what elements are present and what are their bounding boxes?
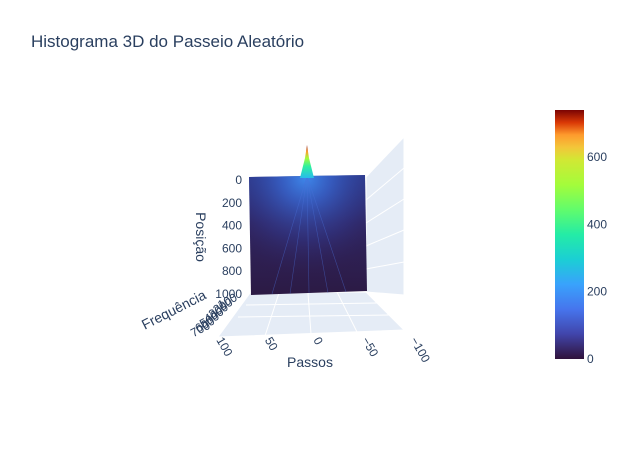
- posicao-tick: 400: [222, 219, 242, 233]
- colorbar-gradient: [555, 110, 584, 359]
- posicao-tick: 600: [222, 241, 242, 255]
- posicao-tick: 800: [222, 264, 242, 278]
- floor-grid: [237, 291, 391, 337]
- posicao-axis-title: Posição: [193, 212, 209, 262]
- passos-axis-title: Passos: [287, 354, 333, 370]
- passos-tick: 50: [262, 335, 281, 354]
- chart-title: Histograma 3D do Passeio Aleatório: [31, 32, 305, 51]
- colorbar-tick: 200: [587, 285, 607, 299]
- surface-peak[interactable]: [300, 145, 314, 178]
- surface-streaks: [271, 175, 347, 295]
- colorbar-tick: 0: [587, 352, 594, 366]
- colorbar-ticks: 0 200 400 600: [587, 150, 607, 366]
- posicao-axis-ticks: 0 200 400 600 800 1000: [215, 173, 242, 301]
- colorbar-tick: 400: [587, 217, 607, 231]
- back-wall-grid: [365, 167, 405, 270]
- colorbar-tick: 600: [587, 150, 607, 164]
- posicao-tick: 200: [222, 196, 242, 210]
- posicao-tick: 0: [235, 173, 242, 187]
- posicao-tick: 1000: [215, 287, 242, 301]
